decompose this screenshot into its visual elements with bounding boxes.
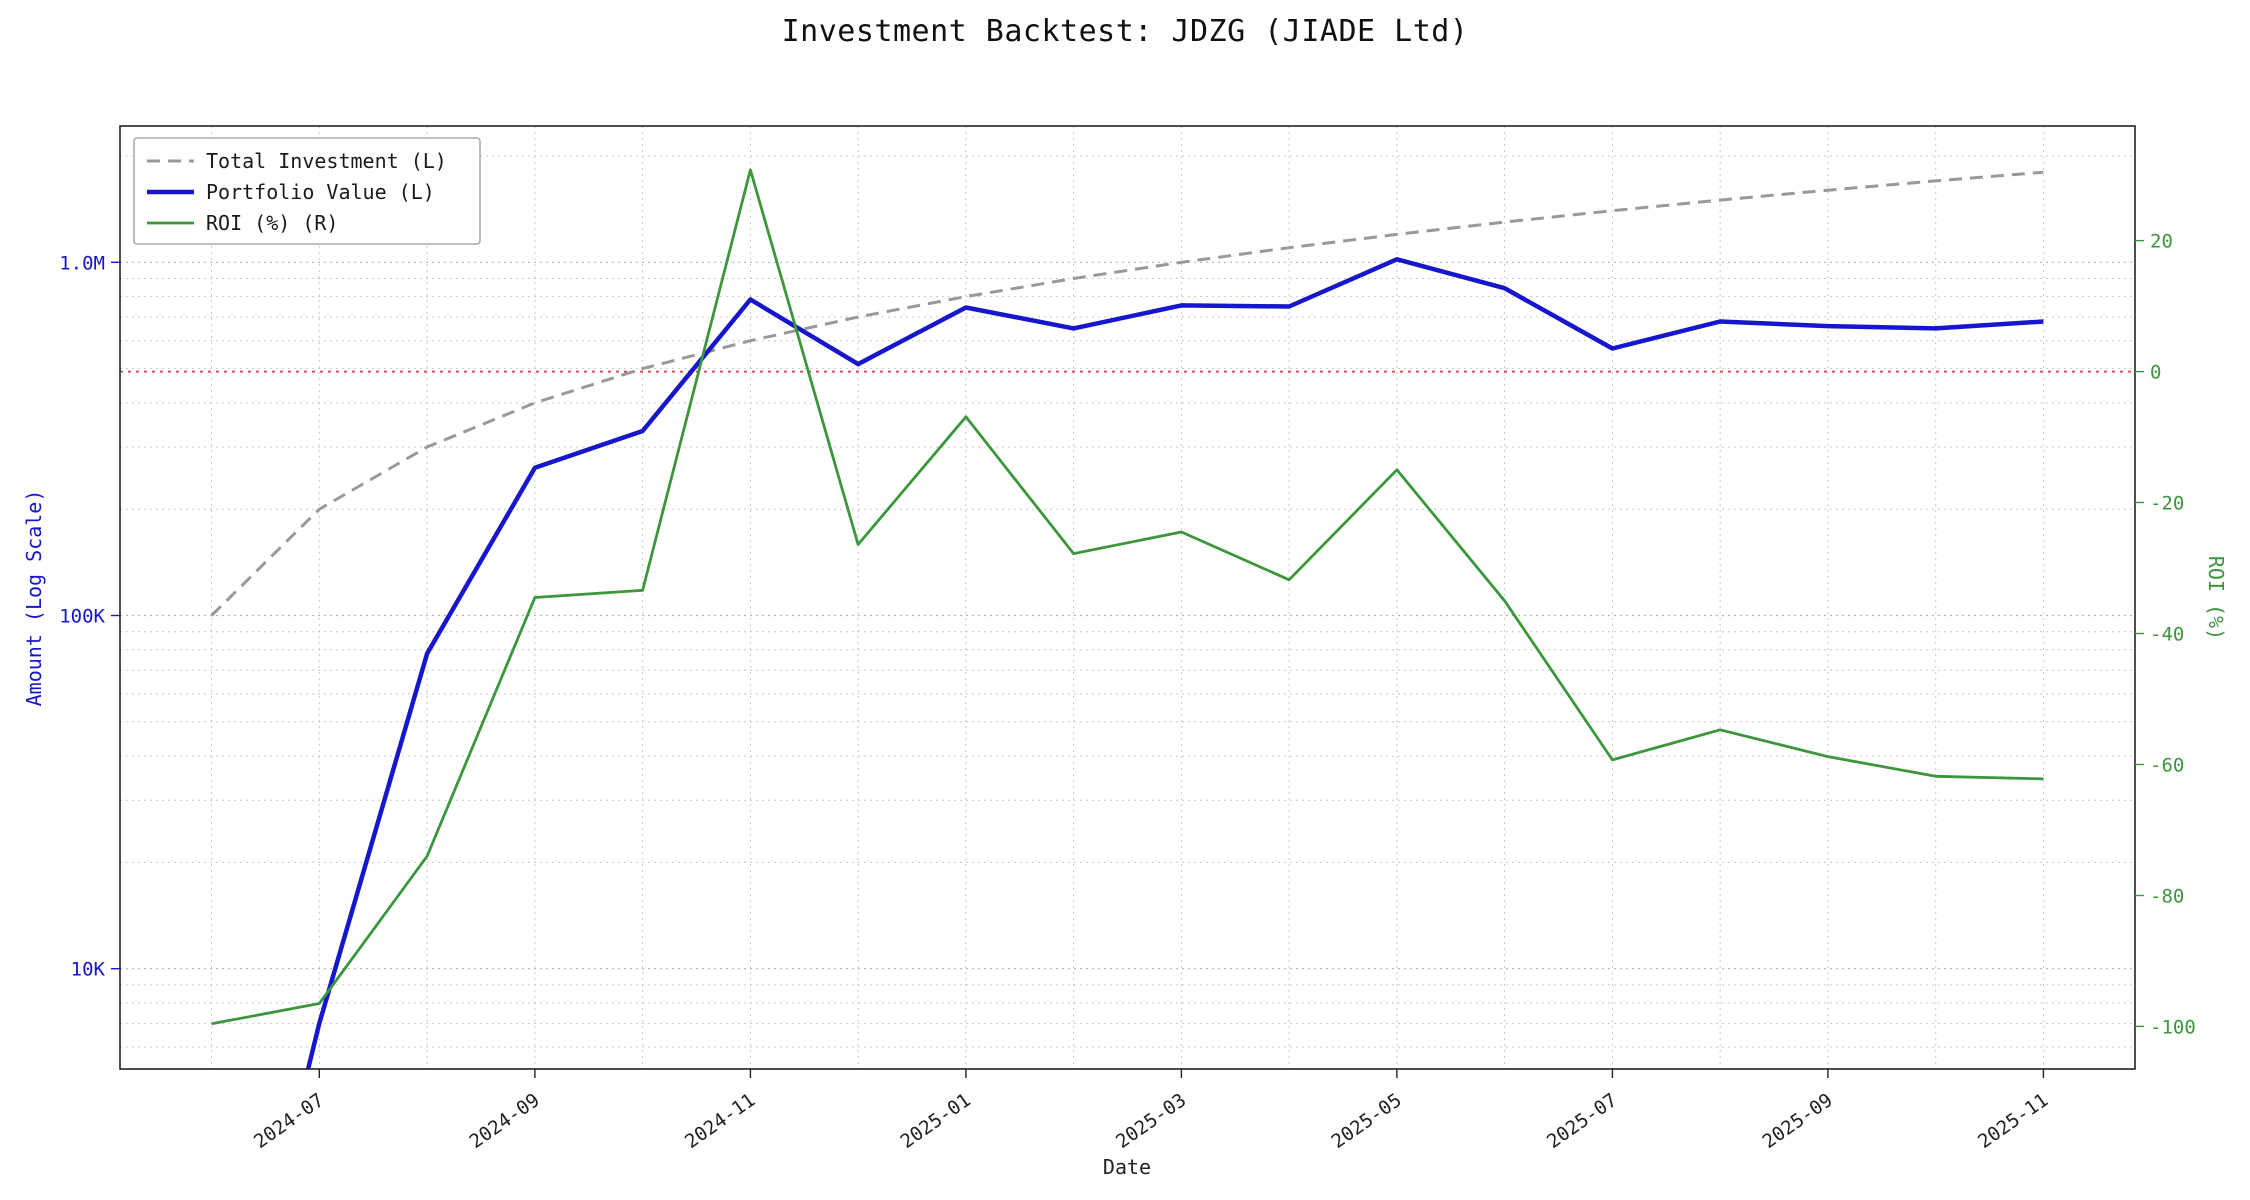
plot-border <box>119 125 2136 1070</box>
right-tick-label: 0 <box>2150 362 2161 384</box>
x-tick-label: 2024-09 <box>466 1089 544 1153</box>
x-tick-label: 2025-09 <box>1759 1089 1837 1153</box>
x-tick-label: 2025-01 <box>897 1089 975 1153</box>
x-tick-label: 2024-07 <box>250 1089 328 1153</box>
x-axis-ticks: 2024-07 2024-09 2024-11 2025-01 2025-03 2025-… <box>250 1069 2052 1153</box>
right-tick-label: -100 <box>2150 1016 2196 1038</box>
grid <box>120 126 2135 1069</box>
left-y-axis-label: Amount (Log Scale) <box>22 489 46 707</box>
legend: Total Investment (L) Portfolio Value (L) R… <box>133 137 481 245</box>
roi-line <box>211 168 2044 1026</box>
right-tick-label: -60 <box>2150 755 2184 777</box>
x-tick-label: 2025-05 <box>1328 1089 1406 1153</box>
legend-entry-label: Total Investment (L) <box>206 149 447 173</box>
right-y-axis-label: ROI (%) <box>2204 555 2228 641</box>
portfolio-value-line <box>305 257 2044 1069</box>
left-tick-label: 10K <box>71 959 106 981</box>
right-tick-label: -20 <box>2150 493 2184 515</box>
x-tick-label: 2025-07 <box>1543 1089 1621 1153</box>
chart-title: Investment Backtest: JDZG (JIADE Ltd) <box>781 14 1469 49</box>
legend-entry-label: Portfolio Value (L) <box>206 180 435 204</box>
x-axis-label: Date <box>1102 1155 1152 1179</box>
left-tick-label: 100K <box>59 606 105 628</box>
legend-entry-label: ROI (%) (R) <box>206 211 338 235</box>
right-axis-ticks: 20 0 -20 -40 -60 -80 -100 <box>2135 231 2196 1038</box>
x-tick-label: 2025-11 <box>1974 1089 2052 1153</box>
x-tick-label: 2025-03 <box>1112 1089 1190 1153</box>
x-tick-label: 2024-11 <box>681 1089 759 1153</box>
right-tick-label: -40 <box>2150 624 2184 646</box>
right-tick-label: -80 <box>2150 886 2184 908</box>
left-tick-label: 1.0M <box>59 252 105 274</box>
left-axis-ticks: 1.0M 100K 10K <box>59 252 120 981</box>
right-tick-label: 20 <box>2150 231 2173 253</box>
